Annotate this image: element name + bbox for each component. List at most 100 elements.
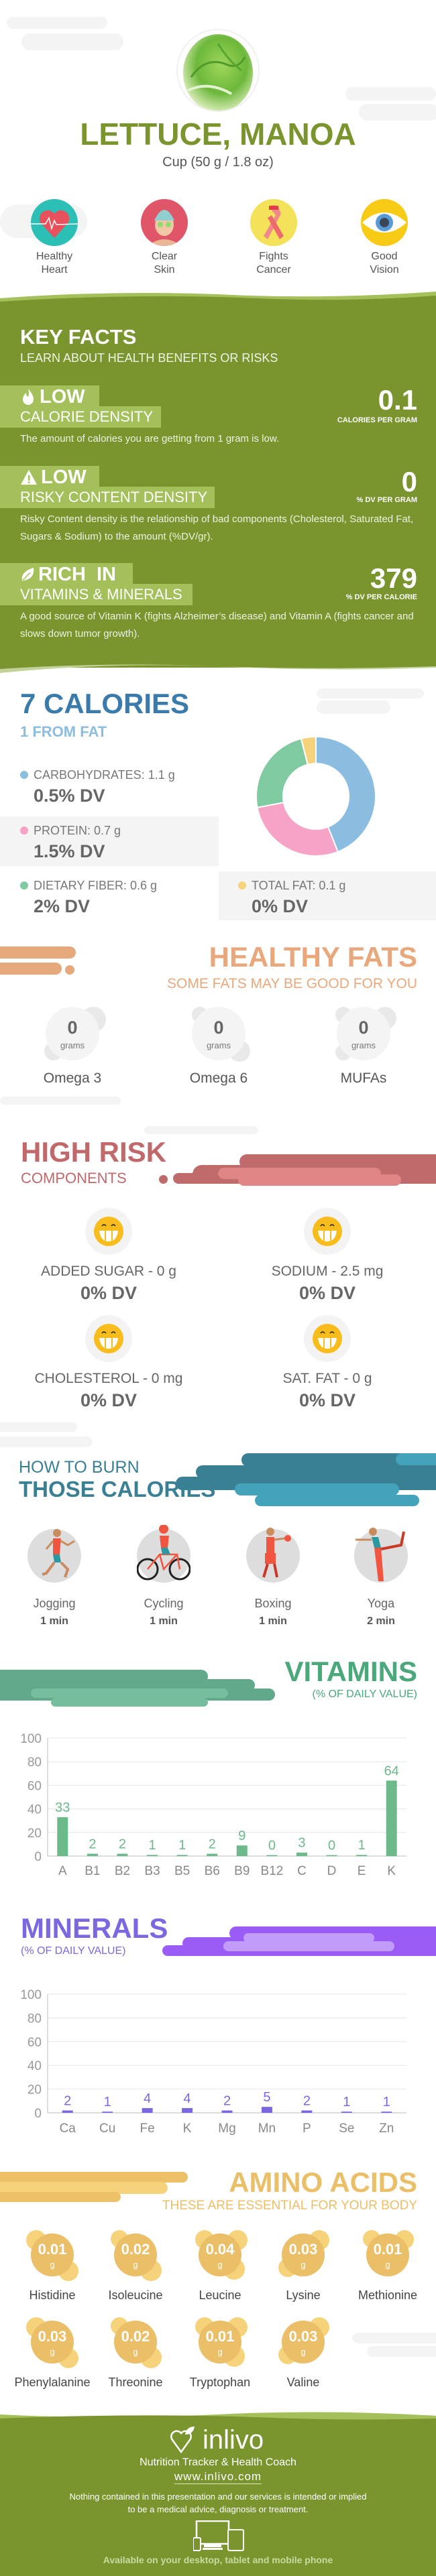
- fact-value: 379: [370, 562, 417, 594]
- healthy-fats-subtitle: SOME FATS MAY BE GOOD FOR YOU: [166, 976, 417, 991]
- x-tick-label: P: [303, 2122, 311, 2136]
- x-tick-label: D: [327, 1864, 337, 1877]
- fact-level: RICH IN: [20, 564, 116, 585]
- high-risk-title: HIGH RISK: [21, 1136, 167, 1168]
- decorative-stripe: [159, 1175, 168, 1184]
- fact-description: Risky Content density is the relationshi…: [20, 513, 414, 542]
- y-tick-label: 20: [28, 1827, 42, 1841]
- devices-icon: [193, 2520, 244, 2551]
- x-tick-label: B6: [205, 1864, 220, 1877]
- y-tick-label: 100: [20, 1732, 42, 1746]
- key-facts-subtitle: LEARN ABOUT HEALTH BENEFITS OR RISKS: [20, 351, 278, 365]
- serving-size: Cup (50 g / 1.8 oz): [162, 155, 274, 170]
- fact-description: A good source of Vitamin K (fights Alzhe…: [20, 611, 414, 639]
- data-label: 1: [343, 2095, 350, 2109]
- decorative-cloud: [345, 87, 436, 101]
- warning-icon: [21, 470, 37, 485]
- decorative-cloud: [359, 104, 436, 121]
- bar-b12: [266, 1855, 278, 1856]
- bar-k: [182, 2107, 193, 2113]
- x-tick-label: Mn: [258, 2122, 276, 2136]
- website-link[interactable]: www.inlivo.com: [174, 2470, 262, 2484]
- x-tick-label: Cu: [99, 2122, 115, 2136]
- decorative-stripe: [255, 1495, 419, 1506]
- decorative-stripe: [0, 963, 62, 975]
- fact-value: 0.1: [378, 384, 417, 416]
- x-tick-label: Mg: [218, 2122, 235, 2136]
- amino-badge: 0.04 g: [195, 2230, 248, 2280]
- data-label: 64: [384, 1764, 399, 1778]
- legend-dot: [20, 771, 28, 779]
- data-label: 0: [268, 1839, 276, 1853]
- wave-divider: [0, 664, 436, 673]
- healthy-fats-title: HEALTHY FATS: [209, 941, 417, 973]
- fact-level: LOW: [20, 387, 85, 407]
- macronutrient-donut-chart: [256, 735, 376, 857]
- minerals-subtitle: (% OF DAILY VALUE): [21, 1945, 126, 1957]
- x-tick-label: K: [183, 2122, 192, 2136]
- grinning-face-icon: [94, 1324, 123, 1353]
- bar-b1: [87, 1853, 98, 1856]
- data-label: 0: [328, 1839, 335, 1853]
- donut-slice-dietary-fiber: [256, 737, 309, 808]
- decorative-cloud: [21, 34, 123, 50]
- donut-slice-carbohydrates: [315, 735, 376, 853]
- bar-d: [326, 1855, 337, 1856]
- leaf-icon: [21, 568, 34, 581]
- decorative-stripe: [396, 1453, 436, 1465]
- data-label: 4: [144, 2091, 151, 2106]
- minerals-bar-chart: 0 20 40 60 80 100 2 Ca 1 Cu 4 Fe 4 K 2 Mg 5 Mn 2 P 1 Se 1 Zn: [20, 1988, 406, 2136]
- jogging-icon: [28, 1529, 81, 1583]
- y-tick-label: 40: [28, 2059, 42, 2073]
- amino-acid-leucine: 0.04 g Leucine: [178, 2230, 262, 2303]
- bar-k: [386, 1780, 397, 1856]
- highlight-box: [0, 487, 215, 508]
- risk-added-sugar: ADDED SUGAR - 0 g 0% DV: [15, 1208, 203, 1304]
- x-tick-label: E: [358, 1864, 366, 1877]
- decorative-cloud: [144, 1126, 258, 1134]
- amino-name: Phenylalanine: [14, 2376, 91, 2389]
- decorative-stripe: [65, 965, 74, 975]
- data-label: 9: [238, 1829, 246, 1843]
- decorative-stripe: [0, 2182, 168, 2194]
- activity-cycling: Cycling 1 min: [123, 1524, 204, 1628]
- bar-se: [341, 2111, 352, 2113]
- legend-row-bg: [219, 871, 436, 920]
- amino-name: Tryptophan: [189, 2376, 251, 2389]
- fat-mufas: 0 grams MUFAs: [317, 1007, 411, 1087]
- benefit-clear-skin: Clear Skin: [124, 199, 205, 277]
- benefit-label: Good Vision: [370, 251, 399, 275]
- flame-icon: [23, 389, 34, 405]
- decorative-cloud: [7, 17, 107, 29]
- decorative-cloud: [317, 688, 424, 698]
- calories-from-fat: 1 FROM FAT: [20, 723, 107, 740]
- decorative-stripe: [0, 946, 76, 959]
- benefit-fights-cancer: Fights Cancer: [233, 199, 314, 277]
- amino-acid-tryptophan: 0.01 g Tryptophan: [178, 2317, 262, 2390]
- decorative-cloud: [0, 1422, 77, 1432]
- activity-yoga: Yoga 2 min: [341, 1525, 421, 1628]
- amino-name: Leucine: [199, 2288, 241, 2302]
- decorative-stripe: [196, 1465, 436, 1479]
- legend-dietary-fiber: DIETARY FIBER: 0.6 g 2% DV: [20, 878, 157, 917]
- x-tick-label: C: [297, 1864, 307, 1877]
- y-tick-label: 0: [34, 2107, 42, 2121]
- highlight-box: [0, 385, 99, 407]
- data-label: 2: [89, 1837, 96, 1851]
- highlight-box: [0, 584, 193, 605]
- vitamins-title: VITAMINS: [284, 1656, 417, 1687]
- benefit-good-vision: Good Vision: [344, 199, 425, 277]
- bar-b2: [117, 1853, 128, 1856]
- amino-acid-histidine: 0.01 g Histidine: [11, 2230, 94, 2303]
- amino-acid-methionine: 0.01 g Methionine: [346, 2230, 429, 2303]
- key-facts-title: KEY FACTS: [20, 325, 137, 349]
- fact-name: RISKY CONTENT DENSITY: [20, 489, 208, 505]
- decorative-stripe: [51, 1698, 208, 1707]
- amino-name: Lysine: [286, 2288, 321, 2302]
- amino-name: Histidine: [29, 2288, 76, 2302]
- bar-e: [356, 1855, 368, 1856]
- activity-jogging: Jogging 1 min: [14, 1525, 95, 1628]
- bar-a: [57, 1817, 68, 1856]
- legend-carbohydrates: CARBOHYDRATES: 1.1 g 0.5% DV: [20, 768, 175, 806]
